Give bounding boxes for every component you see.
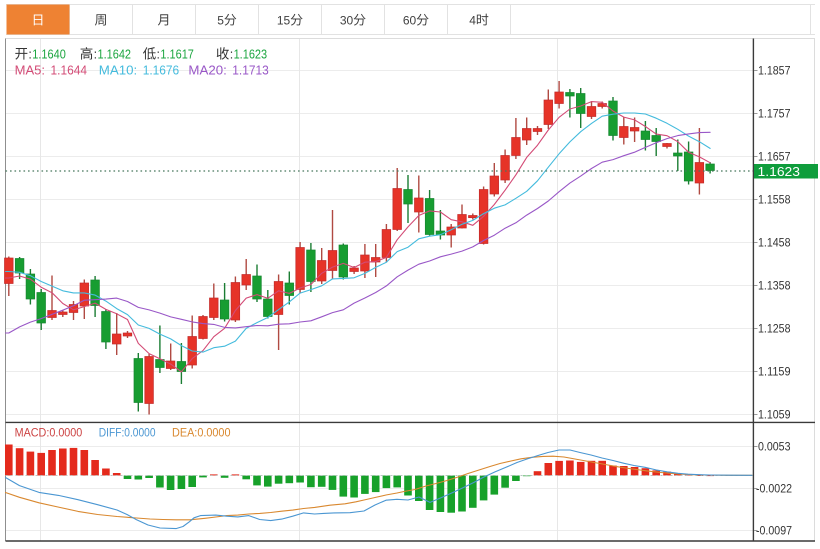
svg-text:1.1159: 1.1159 xyxy=(758,365,791,379)
svg-text:1.1617: 1.1617 xyxy=(160,48,194,62)
svg-text::: : xyxy=(230,48,233,62)
svg-text:MA5:: MA5: xyxy=(15,63,45,78)
svg-text:MACD:0.0000: MACD:0.0000 xyxy=(15,426,83,440)
svg-text:3: 3 xyxy=(340,14,347,28)
svg-text:4: 4 xyxy=(469,14,476,28)
svg-text:MA20:: MA20: xyxy=(188,63,226,78)
svg-text:1.1857: 1.1857 xyxy=(758,64,791,78)
svg-text:0: 0 xyxy=(347,14,354,28)
svg-text:0: 0 xyxy=(410,14,417,28)
svg-text:-0.0022: -0.0022 xyxy=(756,482,792,496)
svg-text:1.1623: 1.1623 xyxy=(758,165,801,179)
svg-text:1.1657: 1.1657 xyxy=(758,150,791,164)
svg-text:1.1713: 1.1713 xyxy=(232,63,268,78)
svg-text:1.1358: 1.1358 xyxy=(758,279,791,293)
svg-text:1.1676: 1.1676 xyxy=(143,63,180,78)
svg-text:5: 5 xyxy=(284,14,291,28)
svg-text:6: 6 xyxy=(403,14,410,28)
svg-text:1.1644: 1.1644 xyxy=(51,63,88,78)
svg-text:-0.0097: -0.0097 xyxy=(756,524,792,538)
svg-text:1.1059: 1.1059 xyxy=(758,408,791,422)
svg-text:1.1642: 1.1642 xyxy=(98,48,132,62)
svg-text::: : xyxy=(28,48,31,62)
svg-text::: : xyxy=(157,48,160,62)
svg-text:1.1640: 1.1640 xyxy=(32,48,66,62)
svg-text:1: 1 xyxy=(277,14,284,28)
svg-text:1.1623: 1.1623 xyxy=(234,48,268,62)
svg-text:5: 5 xyxy=(217,14,224,28)
svg-text:MA10:: MA10: xyxy=(99,63,137,78)
svg-text:DIFF:0.0000: DIFF:0.0000 xyxy=(99,426,156,440)
svg-text:DEA:0.0000: DEA:0.0000 xyxy=(172,426,231,440)
svg-text:1.1258: 1.1258 xyxy=(758,322,791,336)
svg-text:0.0053: 0.0053 xyxy=(758,440,791,454)
svg-text:1.1558: 1.1558 xyxy=(758,193,791,207)
svg-text:1.1757: 1.1757 xyxy=(758,107,791,121)
svg-text:1.1458: 1.1458 xyxy=(758,236,791,250)
svg-text::: : xyxy=(94,48,97,62)
